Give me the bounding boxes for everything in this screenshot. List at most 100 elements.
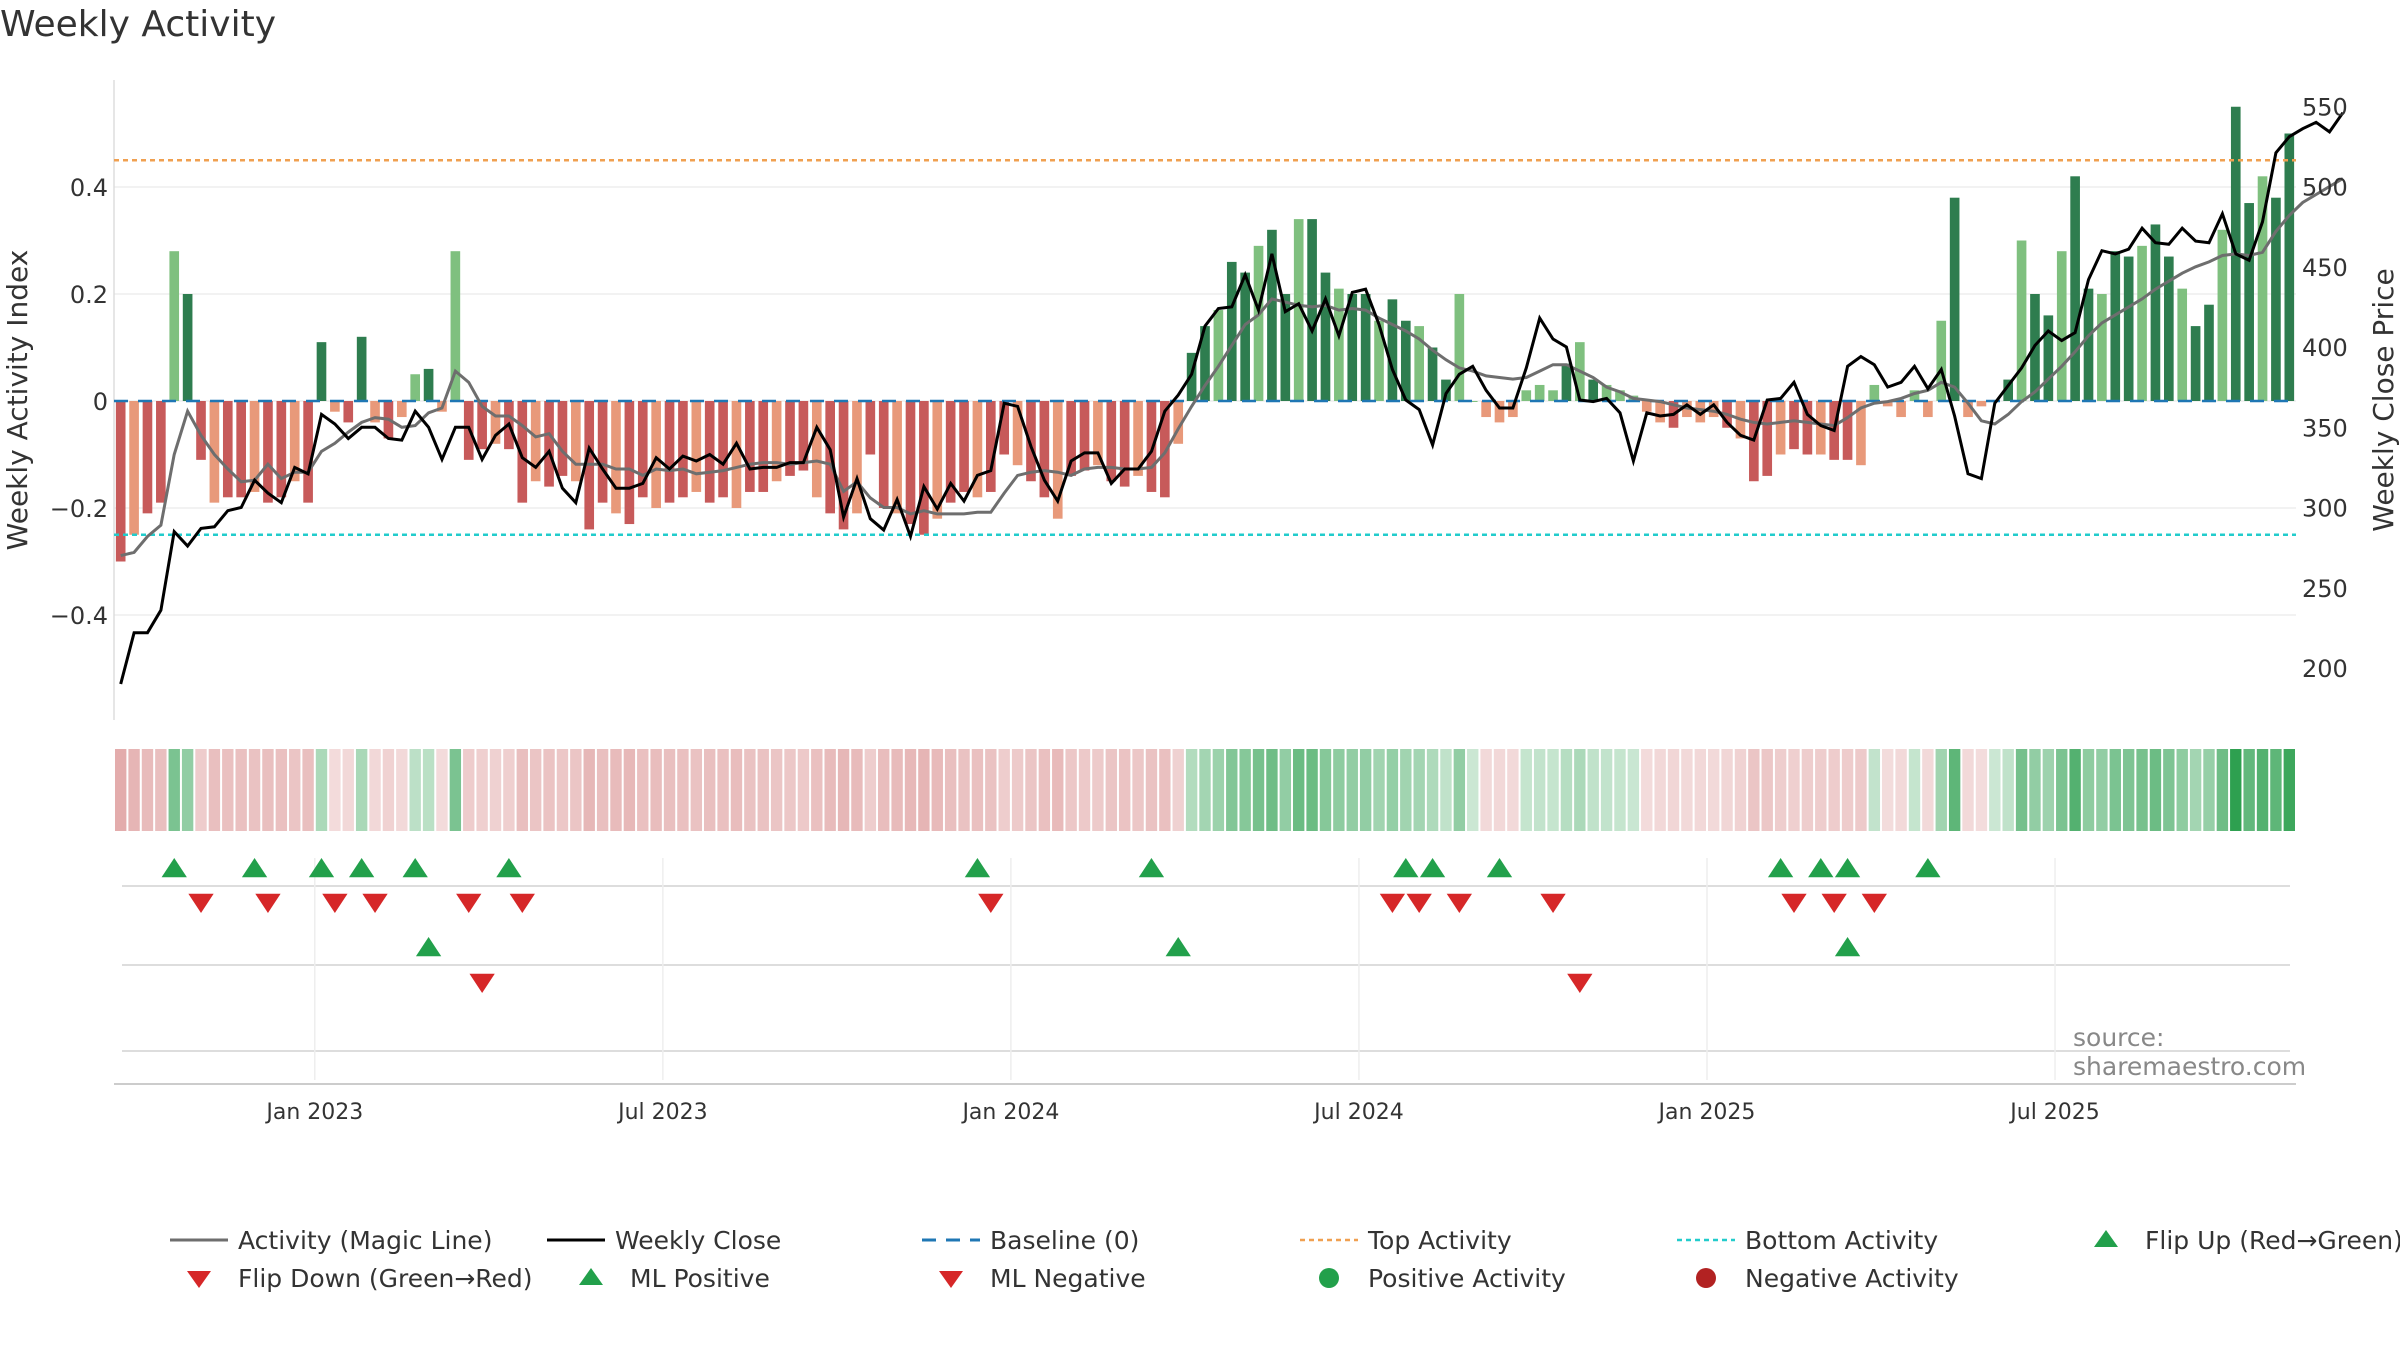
activity-bar: [878, 401, 889, 508]
legend-symbol-icon: [1675, 1263, 1737, 1293]
heat-strip-cell: [155, 749, 167, 831]
activity-bar: [1374, 320, 1384, 401]
heat-strip-cell: [1935, 749, 1947, 831]
activity-bar: [865, 401, 876, 455]
flip-up-marker: [349, 858, 375, 878]
activity-bar: [1641, 401, 1652, 412]
heat-strip-cell: [168, 749, 180, 831]
heat-strip-cell: [2230, 749, 2242, 831]
activity-bar: [1521, 390, 1532, 401]
legend-symbol-icon: [1298, 1225, 1360, 1255]
heat-strip-cell: [1011, 749, 1024, 831]
heat-strip-cell: [342, 749, 354, 831]
activity-bar: [1976, 401, 1987, 407]
heat-strip-cell: [382, 749, 395, 831]
weekly-close-line: [119, 111, 2345, 685]
heat-strip-cell: [663, 749, 676, 831]
heat-strip-cell: [503, 749, 515, 831]
activity-bar: [2164, 256, 2174, 401]
heat-strip-cell: [1667, 749, 1680, 831]
heat-strip-cell: [2243, 749, 2255, 831]
flip-down-marker: [978, 893, 1004, 913]
activity-bar: [2016, 240, 2027, 401]
y2-tick-label: 200: [2302, 655, 2348, 683]
heat-strip-cell: [2149, 749, 2162, 831]
activity-bar: [1936, 320, 1947, 401]
heat-strip-cell: [717, 749, 729, 831]
heat-strip-cell: [2042, 749, 2055, 831]
heat-strip-cell: [329, 749, 341, 831]
heat-strip-cell: [1547, 749, 1559, 831]
heat-strip-cell: [837, 749, 850, 831]
activity-bar: [2284, 133, 2295, 401]
heat-strip-cell: [891, 749, 903, 831]
y2-axis-label: Weekly Close Price: [2367, 268, 2400, 531]
activity-bar: [651, 401, 661, 508]
activity-bar: [1160, 401, 1170, 498]
activity-bar: [1253, 245, 1264, 401]
heat-strip-cell: [985, 749, 997, 831]
heat-strip-cell: [2056, 749, 2068, 831]
heat-strip-cell: [1440, 749, 1452, 831]
heat-strip-cell: [1239, 749, 1251, 831]
y2-tick-label: 450: [2302, 254, 2348, 282]
flip-up-marker: [241, 858, 268, 878]
activity-bar: [396, 401, 407, 418]
heat-strip-cell: [824, 749, 836, 831]
y2-tick-label: 300: [2302, 495, 2348, 523]
activity-bar: [517, 401, 528, 503]
legend-label: Flip Down (Green→Red): [238, 1263, 533, 1293]
activity-bar: [1427, 347, 1438, 401]
heat-strip-cell: [998, 749, 1010, 831]
heat-strip-cell: [275, 749, 288, 831]
activity-bar: [1267, 229, 1277, 401]
heat-strip-cell: [409, 749, 421, 831]
heat-strip-cell: [489, 749, 502, 831]
activity-bar: [196, 401, 206, 460]
y2-tick-label: 400: [2302, 334, 2348, 362]
activity-bar: [1454, 294, 1465, 401]
ml-negative-marker: [469, 973, 495, 993]
heat-strip-cell: [1132, 749, 1144, 831]
heat-strip-cell: [744, 749, 756, 831]
heat-strip-cell: [583, 749, 595, 831]
activity-bar: [1173, 401, 1184, 444]
flip-up-marker: [1808, 858, 1834, 878]
heat-strip-cell: [1480, 749, 1492, 831]
heat-strip-cell: [904, 749, 917, 831]
legend-label: Negative Activity: [1745, 1263, 1959, 1293]
activity-bar: [490, 401, 501, 444]
flip-down-marker: [322, 893, 348, 913]
activity-bar: [1213, 310, 1224, 401]
heat-strip-cell: [1413, 749, 1425, 831]
legend-item: Activity (Magic Line): [168, 1225, 492, 1255]
heat-strip-cell: [811, 749, 823, 831]
heat-strip-cell: [1641, 749, 1653, 831]
heat-strip-cell: [195, 749, 207, 831]
activity-bar: [1414, 326, 1425, 401]
heat-strip-cell: [516, 749, 528, 831]
flip-down-marker: [362, 893, 388, 913]
activity-bar: [1106, 401, 1117, 482]
heat-strip-cell: [1560, 749, 1573, 831]
activity-bar: [129, 401, 139, 535]
heat-strip-cell: [1065, 749, 1077, 831]
activity-bar: [905, 401, 916, 525]
activity-bar: [838, 401, 849, 530]
heat-strip-cell: [1507, 749, 1519, 831]
heat-strip-cell: [2270, 749, 2282, 831]
activity-bar: [1347, 294, 1358, 401]
flip-down-marker: [1446, 893, 1472, 913]
activity-bar: [972, 401, 983, 498]
activity-bar: [1548, 390, 1558, 401]
heat-strip-cell: [1226, 749, 1238, 831]
heat-strip-cell: [971, 749, 984, 831]
activity-bar: [115, 401, 126, 562]
heat-strip-cell: [596, 749, 609, 831]
heat-strip-cell: [1105, 749, 1117, 831]
legend-item: Baseline (0): [920, 1225, 1139, 1255]
activity-bar: [1588, 379, 1599, 401]
heat-strip-cell: [1774, 749, 1787, 831]
activity-bar: [330, 401, 340, 412]
legend-symbol-icon: [920, 1263, 982, 1293]
